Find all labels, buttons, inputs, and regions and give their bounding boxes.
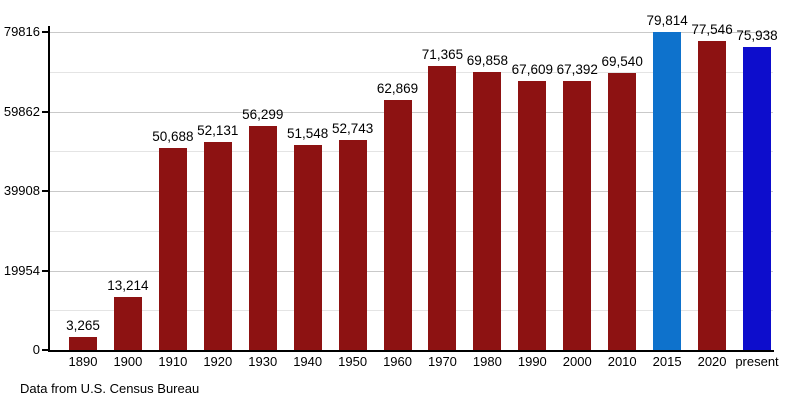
bar-2020	[698, 41, 727, 350]
x-tick-label: 1890	[68, 354, 98, 369]
y-axis-line	[48, 26, 50, 352]
bar-value-label: 67,392	[556, 62, 598, 78]
chart-footnote: Data from U.S. Census Bureau	[20, 381, 200, 396]
bar-1930	[248, 125, 277, 350]
x-tick-label: 1990	[517, 354, 547, 369]
y-tick	[42, 190, 48, 192]
bar-value-label: 62,869	[376, 80, 419, 96]
bar-1980	[473, 71, 502, 350]
bar-1910	[158, 148, 187, 350]
y-tick	[42, 349, 48, 351]
x-tick-label: 1960	[383, 354, 412, 369]
x-axis-line	[48, 350, 774, 352]
x-tick-label: 1940	[293, 354, 323, 369]
x-tick-label: 2015	[652, 354, 682, 369]
bar-value-label: 51,548	[287, 125, 329, 141]
bar-2000	[563, 81, 592, 350]
bar-value-label: 3,265	[66, 317, 100, 333]
bar-value-label: 75,938	[736, 28, 778, 44]
x-tick-label: 1920	[203, 354, 233, 369]
bar-value-label: 67,609	[511, 61, 553, 77]
x-tick-label: 1950	[338, 354, 368, 369]
bar-value-label: 71,365	[421, 46, 464, 62]
x-tick-label: present	[735, 354, 779, 369]
x-tick-label: 2010	[607, 354, 637, 369]
bar-value-label: 50,688	[152, 129, 194, 145]
y-tick-label: 79816	[3, 24, 40, 39]
bar-value-label: 77,546	[691, 22, 733, 38]
bar-2015	[653, 32, 682, 350]
major-gridline	[50, 32, 773, 33]
x-tick-label: 2020	[697, 354, 727, 369]
bar-present	[743, 47, 771, 350]
bar-value-label: 52,743	[331, 120, 374, 136]
bar-1920	[203, 142, 232, 350]
bar-value-label: 56,299	[242, 106, 284, 122]
y-tick-label: 39908	[3, 183, 40, 198]
minor-gridline	[50, 71, 773, 73]
y-tick	[42, 31, 48, 33]
y-tick-label: 0	[32, 342, 40, 357]
bar-value-label: 79,814	[646, 13, 688, 28]
bar-1960	[383, 99, 412, 350]
bar-value-label: 52,131	[197, 123, 239, 139]
bar-1950	[338, 139, 367, 350]
x-tick-label: 1900	[113, 354, 143, 369]
y-tick-label: 19954	[3, 262, 40, 278]
bar-1940	[293, 144, 322, 350]
bar-2010	[608, 72, 637, 350]
bar-value-label: 13,214	[107, 278, 149, 294]
bar-1890	[69, 336, 97, 350]
x-tick-label: 1970	[427, 354, 457, 369]
x-tick-label: 1980	[472, 354, 502, 369]
bar-1900	[113, 297, 142, 350]
y-tick-label: 59862	[3, 103, 40, 119]
x-tick-label: 2000	[562, 354, 592, 369]
bar-1990	[518, 80, 547, 350]
x-tick-label: 1910	[158, 354, 188, 369]
x-tick-label: 1930	[248, 354, 278, 369]
bar-value-label: 69,858	[466, 52, 509, 68]
y-tick	[42, 110, 48, 113]
y-tick	[42, 269, 48, 272]
bar-1970	[428, 65, 457, 350]
bar-value-label: 69,540	[601, 53, 643, 69]
